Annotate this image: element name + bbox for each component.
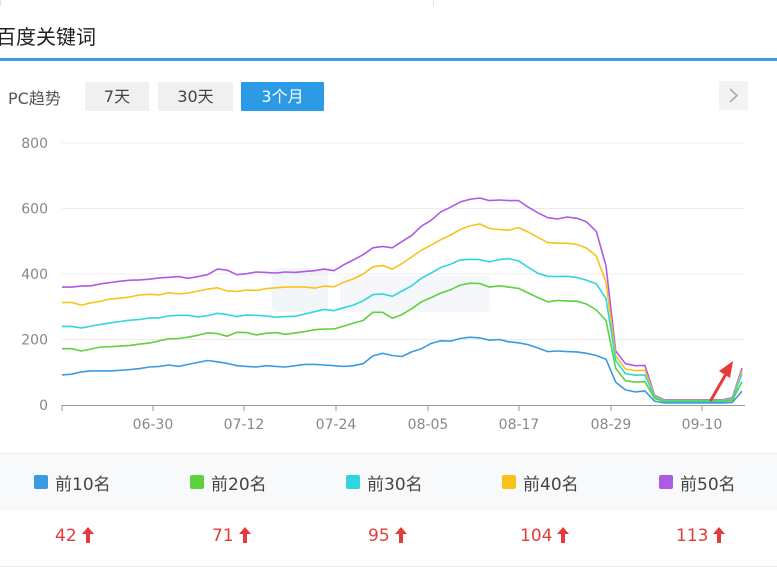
x-tick-label: 09-10 — [682, 417, 723, 433]
annotation-arrow-head-icon — [719, 361, 733, 378]
summary-top50: 113 — [676, 526, 726, 550]
chevron-right-icon — [729, 88, 739, 103]
swatch-top30 — [346, 475, 360, 489]
range-controls: PC趋势 7天 30天 3个月 — [0, 80, 777, 114]
panel-header: 百度关键词 — [0, 12, 777, 61]
summary-value: 104 — [520, 526, 553, 546]
up-arrow-icon — [81, 526, 95, 549]
swatch-top40 — [502, 475, 516, 489]
y-tick-label: 600 — [21, 202, 48, 218]
x-tick-label: 08-17 — [499, 417, 540, 433]
swatch-top50 — [659, 475, 673, 489]
series-layer — [61, 197, 743, 404]
range-7d-button[interactable]: 7天 — [85, 82, 149, 111]
legend-row: 前10名 前20名 前30名 前40名 前50名 — [0, 453, 777, 511]
next-button[interactable] — [719, 81, 748, 110]
legend-label: 前40名 — [523, 475, 579, 495]
swatch-top20 — [190, 475, 204, 489]
legend-label: 前10名 — [55, 475, 111, 495]
annotation-arrow-shaft — [709, 372, 728, 402]
series-line-top40 — [62, 223, 743, 402]
watermark-logo-icon — [272, 268, 328, 312]
swatch-top10 — [34, 475, 48, 489]
up-arrow-shape — [238, 527, 251, 543]
summary-value: 42 — [55, 526, 77, 546]
legend-label: 前50名 — [680, 475, 736, 495]
x-tick-label: 07-24 — [316, 417, 357, 433]
summary-top30: 95 — [368, 526, 408, 550]
up-arrow-icon — [556, 526, 570, 549]
x-tick-label: 08-05 — [408, 417, 449, 433]
up-arrow-shape — [81, 527, 94, 543]
up-arrow-shape — [713, 527, 726, 543]
up-arrow-icon — [394, 526, 408, 549]
range-3m-button[interactable]: 3个月 — [241, 82, 324, 111]
y-tick-label: 800 — [21, 136, 48, 152]
annotation-layer — [709, 361, 733, 402]
series-line-top10 — [61, 336, 743, 404]
up-arrow-icon — [712, 526, 726, 549]
panel-title: 百度关键词 — [0, 25, 96, 49]
legend-label: 前20名 — [211, 475, 267, 495]
x-tick-label: 06-30 — [133, 417, 174, 433]
summary-top10: 42 — [55, 526, 95, 550]
up-arrow-shape — [394, 527, 407, 543]
trend-chart: 0 200 400 600 800 06-30 07-12 07-24 08-05 08-17 08… — [21, 136, 745, 433]
summary-top20: 71 — [212, 526, 252, 550]
y-tick-label: 0 — [39, 398, 48, 414]
top-strip — [0, 0, 777, 12]
top-divider — [0, 0, 1, 6]
watermark — [272, 268, 490, 312]
up-arrow-icon — [238, 526, 252, 549]
x-tick-label: 08-29 — [591, 417, 632, 433]
top-divider — [433, 0, 434, 6]
series-line-top20 — [62, 282, 743, 403]
summary-top40: 104 — [520, 526, 570, 550]
grid-layer — [62, 142, 745, 340]
series-line-top30 — [62, 257, 743, 402]
up-arrow-shape — [557, 527, 570, 543]
y-tick-label: 200 — [21, 333, 48, 349]
axis-layer: 0 200 400 600 800 06-30 07-12 07-24 08-05 08-17 08… — [21, 136, 745, 433]
summary-value: 71 — [212, 526, 234, 546]
watermark-text-shape — [340, 276, 490, 312]
summary-value: 113 — [676, 526, 709, 546]
summary-row: 42 71 95 104 113 — [0, 510, 777, 567]
summary-value: 95 — [368, 526, 390, 546]
x-tick-label: 07-12 — [224, 417, 265, 433]
y-tick-label: 400 — [21, 267, 48, 283]
legend-label: 前30名 — [367, 475, 423, 495]
pc-trend-label: PC趋势 — [8, 89, 61, 108]
range-30d-button[interactable]: 30天 — [158, 82, 233, 111]
series-line-top50 — [62, 197, 743, 401]
